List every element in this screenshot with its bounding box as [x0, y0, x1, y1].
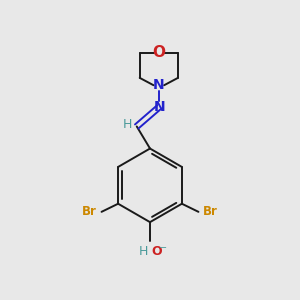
- Text: O: O: [152, 245, 162, 258]
- Text: Br: Br: [82, 205, 97, 218]
- Text: N: N: [154, 100, 165, 114]
- Text: H: H: [139, 245, 148, 258]
- Text: Br: Br: [203, 205, 218, 218]
- Text: O: O: [152, 45, 165, 60]
- Text: H: H: [123, 118, 132, 130]
- Text: N: N: [153, 78, 165, 92]
- Text: −: −: [159, 243, 167, 253]
